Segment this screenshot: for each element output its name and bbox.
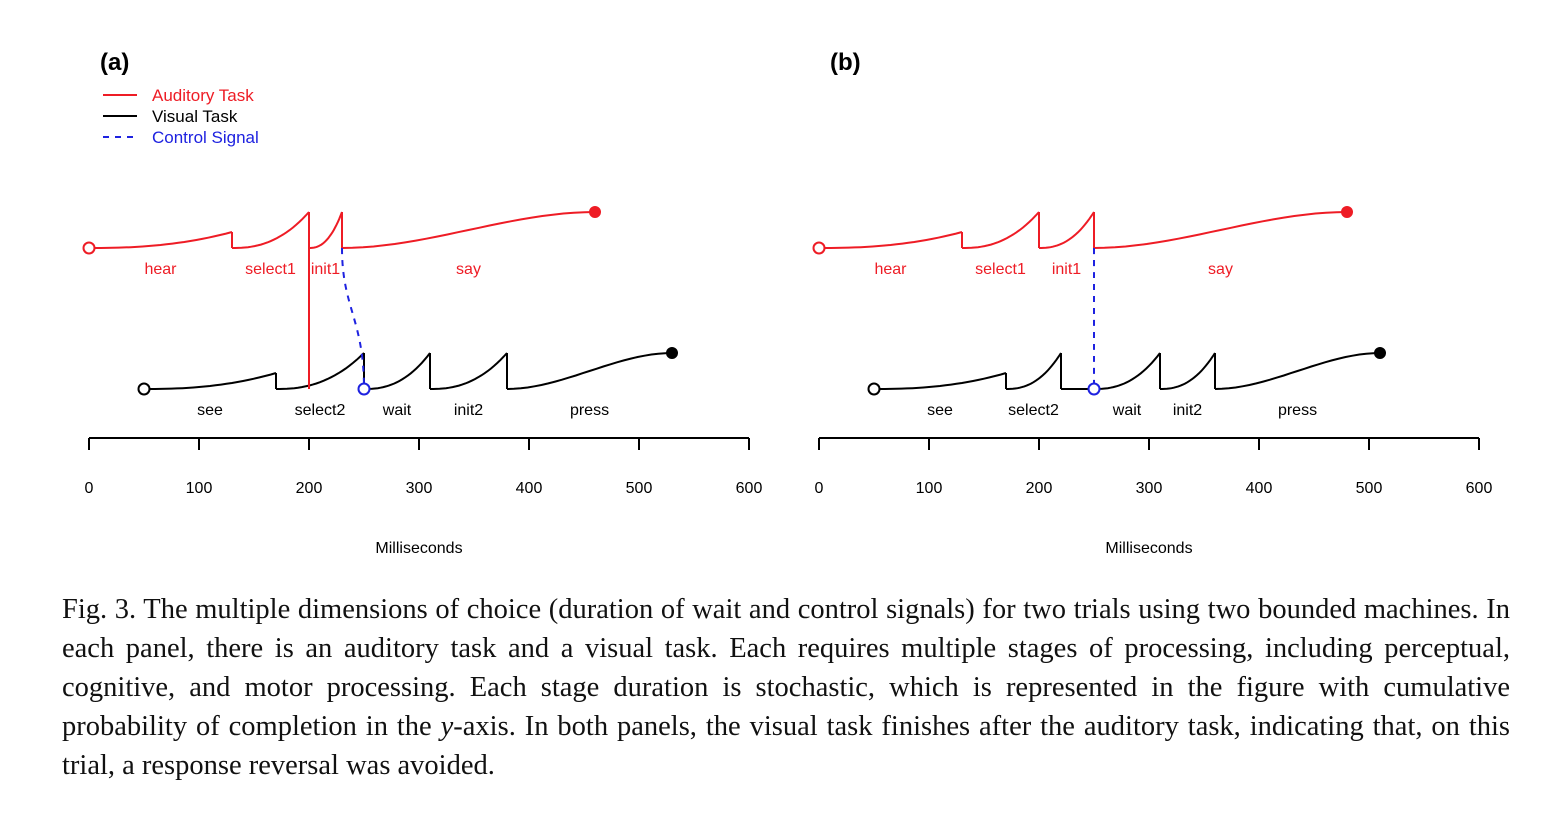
auditory-stage-label-say: say (1208, 261, 1233, 278)
x-tick-label-500: 500 (1356, 480, 1383, 497)
panel-a-label: (a) (100, 49, 129, 76)
visual-stage-curve-see (144, 372, 277, 390)
visual-stage-label-init2: init2 (454, 402, 483, 419)
auditory-stage-label-init1: init1 (1052, 261, 1081, 278)
visual-stage-label-press: press (570, 402, 609, 419)
auditory-stage-label-select1: select1 (245, 261, 296, 278)
auditory-stage-curve-hear (819, 231, 963, 249)
x-tick-label-100: 100 (916, 480, 943, 497)
visual-stage-curve-init2 (430, 352, 508, 390)
x-tick-label-400: 400 (1246, 480, 1273, 497)
visual-stage-curve-select2 (276, 352, 365, 390)
visual-stage-curve-wait (1094, 352, 1161, 390)
caption-text-2: -axis. In both panels, the visual task f… (62, 711, 1511, 781)
auditory-stage-curve-say (1093, 211, 1348, 249)
control-signal-1 (341, 247, 365, 390)
caption-text-1: Fig. 3. The multiple dimensions of choic… (62, 594, 1510, 742)
visual-stage-label-wait: wait (1112, 402, 1142, 419)
visual-stage-curve-see (874, 372, 1007, 390)
figure-caption: Fig. 3. The multiple dimensions of choic… (62, 590, 1510, 785)
visual-stage-label-init2: init2 (1173, 402, 1202, 419)
visual-end-marker (666, 347, 678, 359)
visual-stage-label-see: see (197, 402, 223, 419)
auditory-end-marker (589, 206, 601, 218)
visual-stage-label-select2: select2 (295, 402, 346, 419)
auditory-stage-curve-select1 (232, 211, 310, 249)
x-axis-title: Milliseconds (375, 540, 462, 557)
visual-stage-curve-init2 (1160, 352, 1216, 390)
auditory-stage-label-say: say (456, 261, 481, 278)
panel-a-plot: 0 100 200 300 400 500 600 Milliseconds hear selec… (82, 206, 763, 557)
visual-start-marker (867, 382, 881, 396)
visual-stage-label-select2: select2 (1008, 402, 1059, 419)
visual-start-marker (137, 382, 151, 396)
auditory-end-marker (1341, 206, 1353, 218)
x-tick-label-300: 300 (1136, 480, 1163, 497)
legend: Auditory Task Visual Task Control Signal (103, 86, 259, 147)
visual-stage-curve-wait (364, 352, 431, 390)
auditory-stage-curve-init1 (309, 211, 343, 249)
x-tick-label-600: 600 (1466, 480, 1493, 497)
x-tick-label-400: 400 (516, 480, 543, 497)
auditory-stage-label-hear: hear (144, 261, 177, 278)
x-axis-title: Milliseconds (1105, 540, 1192, 557)
x-tick-label-500: 500 (626, 480, 653, 497)
x-tick-label-100: 100 (186, 480, 213, 497)
auditory-stage-label-hear: hear (874, 261, 907, 278)
visual-stage-label-see: see (927, 402, 953, 419)
control-signal-marker-1 (357, 382, 371, 396)
panel-b-label: (b) (830, 49, 861, 76)
x-tick-label-600: 600 (736, 480, 763, 497)
auditory-stage-curve-say (341, 211, 596, 249)
figure-3: (a) (b) Auditory Task Visual Task Contro… (82, 49, 1493, 557)
visual-end-marker (1374, 347, 1386, 359)
visual-stage-curve-select2 (1006, 352, 1062, 390)
auditory-start-marker (82, 241, 96, 255)
auditory-start-marker (812, 241, 826, 255)
legend-auditory-label: Auditory Task (152, 86, 254, 105)
auditory-stage-curve-hear (89, 231, 233, 249)
auditory-stage-curve-select1 (962, 211, 1040, 249)
legend-control-label: Control Signal (152, 128, 259, 147)
x-tick-label-0: 0 (85, 480, 94, 497)
x-tick-label-0: 0 (815, 480, 824, 497)
caption-italic: y (440, 711, 454, 742)
panel-b-plot: 0 100 200 300 400 500 600 Milliseconds hear selec… (812, 206, 1493, 557)
x-tick-label-200: 200 (1026, 480, 1053, 497)
x-tick-label-300: 300 (406, 480, 433, 497)
visual-stage-label-press: press (1278, 402, 1317, 419)
legend-visual-label: Visual Task (152, 107, 238, 126)
x-tick-label-200: 200 (296, 480, 323, 497)
visual-stage-label-wait: wait (382, 402, 412, 419)
visual-stage-curve-press (506, 352, 673, 390)
control-signal-marker-0 (1087, 382, 1101, 396)
auditory-stage-curve-init1 (1039, 211, 1095, 249)
auditory-stage-label-select1: select1 (975, 261, 1026, 278)
visual-stage-curve-press (1214, 352, 1381, 390)
auditory-stage-label-init1: init1 (311, 261, 340, 278)
